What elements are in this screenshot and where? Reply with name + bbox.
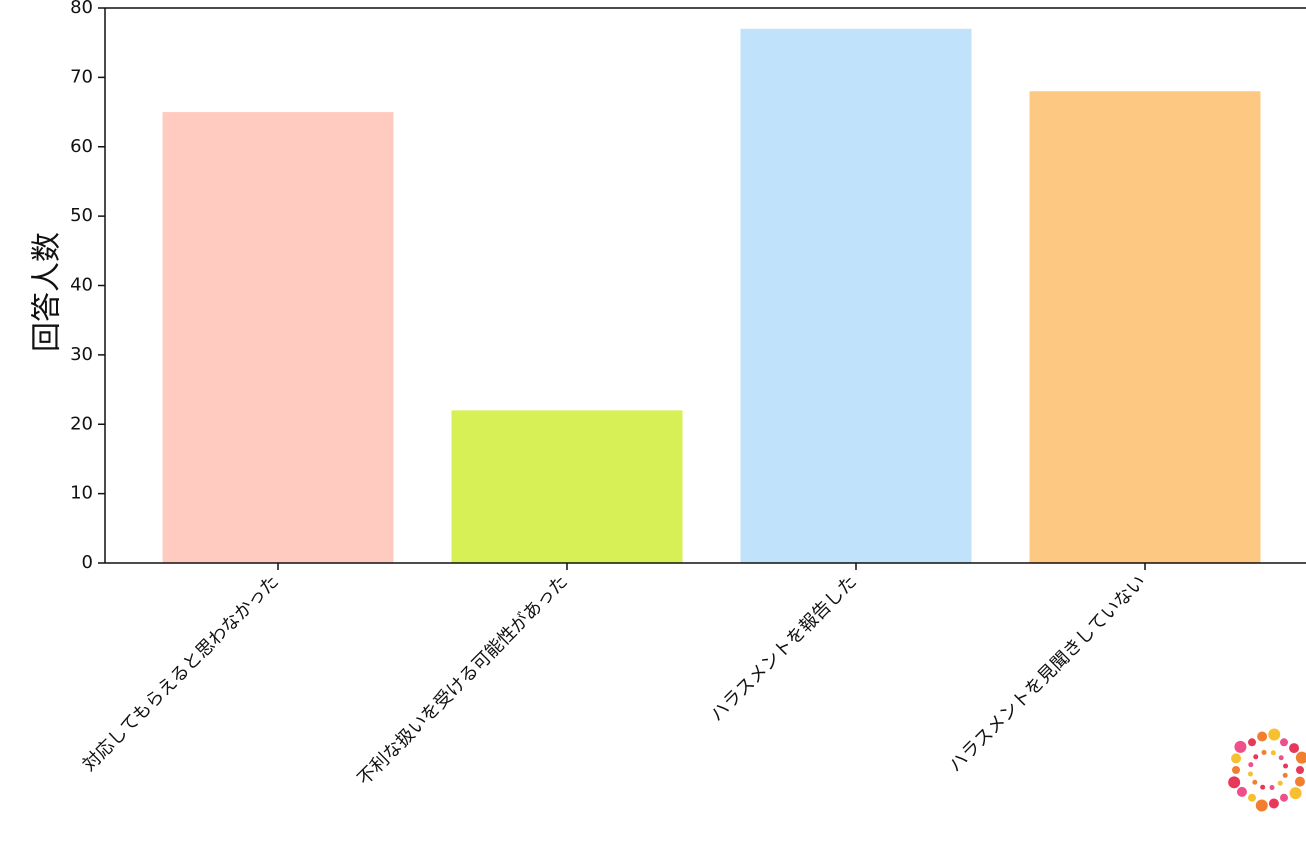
y-tick-label: 10	[70, 483, 93, 504]
y-tick-label: 50	[70, 205, 93, 226]
logo-dot	[1282, 772, 1288, 778]
logo-dot	[1296, 766, 1304, 774]
logo-dot	[1231, 753, 1242, 764]
logo-dot	[1280, 738, 1288, 747]
logo-dot	[1253, 754, 1259, 760]
y-tick-label: 60	[70, 136, 93, 157]
logo-dot	[1270, 750, 1276, 756]
bar	[1029, 91, 1261, 563]
logo-dot	[1269, 785, 1275, 791]
logo-dot	[1248, 793, 1256, 802]
y-tick-label: 30	[70, 344, 93, 365]
y-tick-label: 20	[70, 413, 93, 434]
bars	[162, 28, 1261, 563]
logo-dot	[1260, 784, 1266, 790]
logo-dot	[1289, 743, 1300, 754]
logo-dot	[1268, 798, 1279, 809]
logo-dot	[1283, 763, 1289, 769]
logo-dot	[1278, 755, 1284, 761]
x-tick-label: 対応してもらえると思わなかった	[79, 571, 283, 775]
x-tick-label: 不利な扱いを受ける可能性があった	[354, 571, 572, 789]
y-tick-label: 70	[70, 66, 93, 87]
x-tick-label: ハラスメントを見聞きしていない	[945, 571, 1150, 776]
logo-dot	[1294, 776, 1305, 787]
logo-dot	[1255, 799, 1268, 812]
logo-dot	[1232, 766, 1240, 774]
logo-dot	[1228, 776, 1241, 789]
logo-dot	[1268, 728, 1281, 741]
bar	[162, 112, 394, 563]
logo-dot	[1295, 751, 1306, 764]
dotted-ring-logo-icon	[1228, 728, 1306, 812]
logo-dot	[1280, 793, 1288, 802]
bar	[740, 28, 972, 563]
logo-dot	[1236, 786, 1247, 797]
logo-dot	[1247, 771, 1253, 777]
logo-dot	[1261, 749, 1267, 755]
logo-dot	[1289, 787, 1302, 800]
y-tick-label: 40	[70, 275, 93, 296]
logo-dot	[1234, 740, 1247, 753]
x-axis-ticks: 対応してもらえると思わなかった 不利な扱いを受ける可能性があった ハラスメントを報告…	[79, 563, 1150, 790]
y-tick-label: 80	[70, 0, 93, 18]
x-tick-label: ハラスメントを報告した	[706, 571, 861, 726]
logo-dot	[1252, 779, 1258, 785]
logo-dot	[1248, 762, 1254, 768]
logo-dot	[1248, 738, 1256, 747]
logo-dot	[1257, 731, 1268, 742]
bar	[451, 410, 683, 563]
y-axis-ticks: 0 10 20 30 40 50 60 70 80	[70, 0, 105, 573]
y-tick-label: 0	[82, 552, 93, 573]
logo-dot	[1277, 780, 1283, 786]
y-axis-label: 回答人数	[30, 232, 65, 352]
